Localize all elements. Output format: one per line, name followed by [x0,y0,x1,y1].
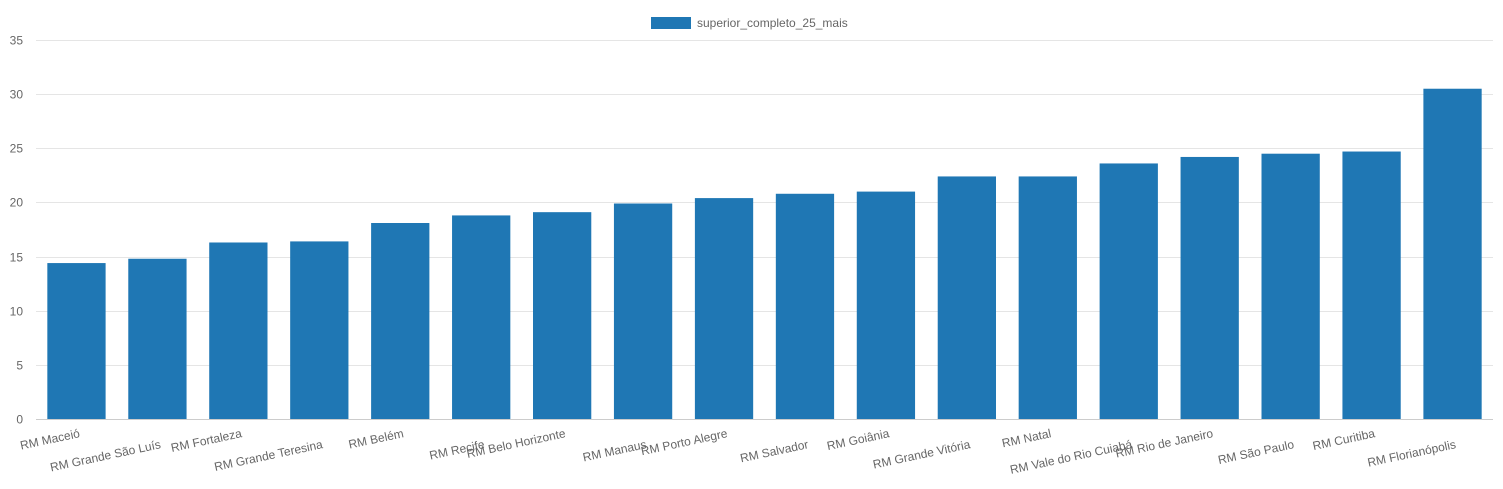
bar [856,191,916,419]
y-tick-label: 20 [10,196,24,210]
x-tick-label: RM Belo Horizonte [465,426,567,461]
x-tick-label: RM Grande Vitória [872,437,972,471]
bar [775,193,835,419]
y-tick-label: 5 [16,359,23,373]
x-tick-label: RM Belém [347,426,405,451]
bar [694,198,754,419]
bar [290,241,349,419]
x-tick-label: RM Fortaleza [170,426,244,455]
bars [47,88,1482,419]
grid-lines [36,40,1493,420]
x-tick-label: RM São Paulo [1217,437,1296,467]
x-tick-label: RM Porto Alegre [640,426,729,458]
legend: superior_completo_25_mais [651,16,848,30]
bar [1423,88,1482,419]
x-tick-label: RM Natal [1001,426,1053,450]
bar [371,223,430,419]
x-tick-label: RM Maceió [19,426,82,452]
bar [937,176,996,419]
x-tick-label: RM Curitiba [1311,426,1376,453]
bar [1261,153,1320,419]
bar [1099,163,1158,419]
y-tick-label: 35 [10,34,24,48]
bar [613,203,673,419]
y-tick-label: 30 [10,88,24,102]
x-tick-label: RM Goiânia [826,426,891,453]
bar [209,242,268,419]
legend-label: superior_completo_25_mais [697,16,848,30]
y-tick-label: 15 [10,251,24,265]
bar [533,212,592,419]
bar [452,215,511,419]
y-axis-ticks: 0 5 10 15 20 25 30 35 [10,34,24,427]
legend-swatch [651,17,691,29]
x-tick-label: RM Rio de Janeiro [1114,426,1214,460]
bar [1180,156,1239,419]
y-tick-label: 25 [10,142,24,156]
y-tick-label: 0 [16,413,23,427]
x-tick-label: RM Manaus [582,437,648,464]
bar [128,258,187,419]
bar [1342,151,1401,419]
y-tick-label: 10 [10,305,24,319]
bar [47,263,106,419]
bar [1018,176,1077,419]
x-tick-label: RM Salvador [739,437,810,465]
x-tick-label: RM Florianópolis [1366,437,1457,469]
